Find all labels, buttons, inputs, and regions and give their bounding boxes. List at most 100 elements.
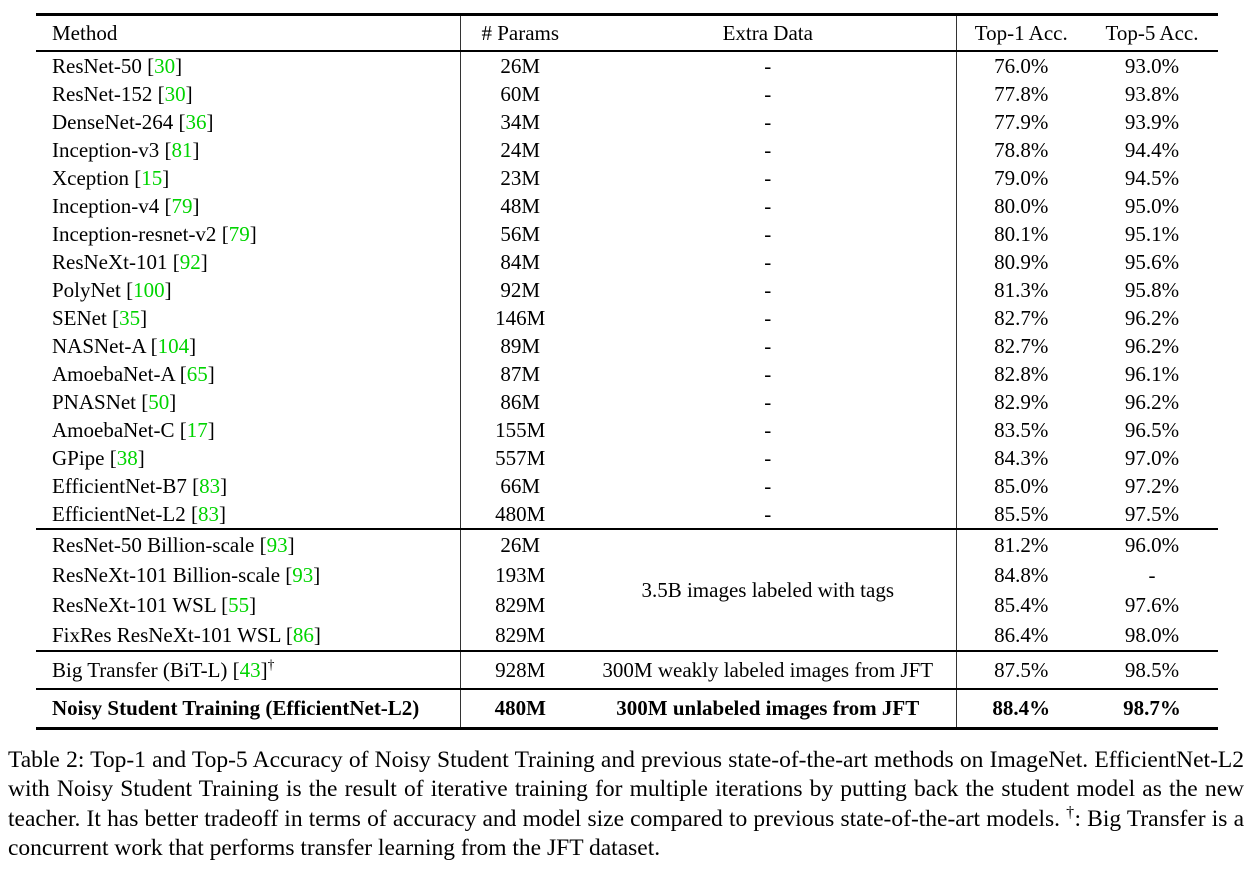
top5-acc-cell: 95.1%: [1124, 221, 1180, 246]
method-name: ResNeXt-101: [52, 249, 168, 274]
top1-acc-cell: 85.5%: [994, 501, 1049, 526]
citation-link[interactable]: 15: [141, 165, 163, 190]
citation-link[interactable]: 79: [171, 193, 193, 218]
table-row: Inception-v3 [81] 24M - 78.8% 94.4%: [36, 136, 1218, 164]
top5-acc-cell: 94.4%: [1124, 137, 1180, 162]
top5-acc-cell: 97.0%: [1124, 445, 1180, 470]
table-row: Xception [15] 23M - 79.0% 94.5%: [36, 164, 1218, 192]
extra-data-cell: -: [580, 80, 957, 108]
col-header-method: Method: [36, 14, 461, 52]
method-name: GPipe: [52, 445, 105, 470]
extra-data-cell: -: [580, 51, 957, 80]
table-row: PolyNet [100] 92M - 81.3% 95.8%: [36, 276, 1218, 304]
table-row: EfficientNet-L2 [83] 480M - 85.5% 97.5%: [36, 500, 1218, 529]
top1-acc-cell: 79.0%: [994, 165, 1049, 190]
citation-link[interactable]: 92: [179, 249, 201, 274]
citation-link[interactable]: 38: [116, 445, 138, 470]
citation-link[interactable]: 50: [148, 389, 170, 414]
citation-link[interactable]: 55: [228, 592, 250, 617]
params-cell: 48M: [500, 193, 541, 218]
top1-acc-cell: 88.4%: [956, 688, 1086, 729]
citation-link[interactable]: 79: [228, 221, 250, 246]
method-cell: Inception-v3 [81]: [36, 136, 461, 164]
col-header-extra-data: Extra Data: [580, 14, 957, 52]
top5-acc-cell: 96.0%: [1086, 528, 1218, 560]
top1-acc-cell: 78.8%: [994, 137, 1049, 162]
params-cell: 928M: [460, 650, 580, 689]
method-cell: ResNeXt-101 [92]: [36, 248, 461, 276]
col-header-top1-acc: Top-1 Acc.: [956, 14, 1086, 52]
params-cell: 60M: [500, 81, 541, 106]
params-cell: 84M: [500, 249, 541, 274]
top1-acc-cell: 82.7%: [994, 333, 1049, 358]
method-name: AmoebaNet-A: [52, 361, 175, 386]
top1-acc-cell: 80.0%: [994, 193, 1049, 218]
method-cell: SENet [35]: [36, 304, 461, 332]
table-row: EfficientNet-B7 [83] 66M - 85.0% 97.2%: [36, 472, 1218, 500]
method-name: EfficientNet-L2: [52, 501, 186, 526]
top5-acc-cell: 94.5%: [1124, 165, 1180, 190]
method-name: EfficientNet-B7: [52, 473, 187, 498]
method-name: PNASNet: [52, 389, 137, 414]
citation-link[interactable]: 93: [292, 562, 314, 587]
citation-link[interactable]: 93: [266, 532, 288, 557]
citation-link[interactable]: 83: [197, 501, 219, 526]
citation-link[interactable]: 36: [185, 109, 207, 134]
extra-data-cell: -: [580, 192, 957, 220]
extra-data-cell: -: [580, 332, 957, 360]
citation-link[interactable]: 35: [119, 305, 141, 330]
method-cell: EfficientNet-B7 [83]: [36, 472, 461, 500]
citation-link[interactable]: 30: [154, 53, 176, 78]
params-cell: 557M: [495, 445, 546, 470]
citation-link[interactable]: 30: [164, 81, 186, 106]
citation-link[interactable]: 65: [186, 361, 208, 386]
citation-link[interactable]: 83: [199, 473, 221, 498]
top5-acc-cell: 96.2%: [1124, 333, 1180, 358]
extra-data-cell: 3.5B images labeled with tags: [580, 528, 957, 651]
method-cell: Inception-resnet-v2 [79]: [36, 220, 461, 248]
extra-data-cell: -: [580, 108, 957, 136]
extra-data-cell: -: [580, 388, 957, 416]
col-header-top5-acc: Top-5 Acc.: [1086, 14, 1218, 52]
params-cell: 89M: [500, 333, 541, 358]
table-row: Big Transfer (BiT-L) [43]† 928M 300M weakl…: [36, 650, 1218, 689]
method-cell: PolyNet [100]: [36, 276, 461, 304]
method-name: AmoebaNet-C: [52, 417, 175, 442]
method-name: DenseNet-264: [52, 109, 174, 134]
top5-acc-cell: 98.5%: [1086, 650, 1218, 689]
extra-data-cell: -: [580, 136, 957, 164]
params-cell: 24M: [500, 137, 541, 162]
top5-acc-cell: 97.6%: [1124, 592, 1180, 617]
method-cell: ResNeXt-101 WSL [55]: [36, 590, 461, 620]
top1-acc-cell: 87.5%: [956, 650, 1086, 689]
method-name: Inception-v4: [52, 193, 160, 218]
extra-data-cell: -: [580, 276, 957, 304]
caption-text-continued: : Big Transfer is a concurrent work that…: [8, 805, 1245, 862]
params-cell: 146M: [495, 305, 546, 330]
citation-link[interactable]: 100: [133, 277, 165, 302]
top5-acc-cell: 98.7%: [1086, 688, 1218, 729]
method-cell: Big Transfer (BiT-L) [43]†: [36, 650, 461, 689]
top5-acc-cell: 93.0%: [1124, 53, 1180, 78]
citation-link[interactable]: 81: [171, 137, 193, 162]
method-name: ResNeXt-101 Billion-scale: [52, 562, 281, 587]
citation-link[interactable]: 43: [239, 657, 261, 682]
method-name: ResNet-50: [52, 53, 142, 78]
citation-link[interactable]: 86: [292, 622, 314, 647]
top5-acc-cell: 95.6%: [1124, 249, 1180, 274]
top5-acc-cell: 96.1%: [1124, 361, 1180, 386]
extra-data-cell: 300M unlabeled images from JFT: [580, 688, 957, 729]
params-cell: 829M: [495, 592, 546, 617]
table-row: ResNet-50 Billion-scale [93] 26M 3.5B imag…: [36, 528, 1218, 651]
header-row: Method # Params Extra Data Top-1 Acc. To…: [36, 14, 1218, 52]
top1-acc-cell: 76.0%: [994, 53, 1049, 78]
method-cell: FixRes ResNeXt-101 WSL [86]: [36, 620, 461, 651]
method-cell: ResNet-152 [30]: [36, 80, 461, 108]
top5-acc-cell: -: [1148, 562, 1156, 587]
citation-link[interactable]: 104: [157, 333, 190, 358]
top1-acc-cell: 77.9%: [994, 109, 1049, 134]
top5-acc-cell: 93.8%: [1124, 81, 1180, 106]
citation-link[interactable]: 17: [186, 417, 208, 442]
col-header-params: # Params: [460, 14, 580, 52]
